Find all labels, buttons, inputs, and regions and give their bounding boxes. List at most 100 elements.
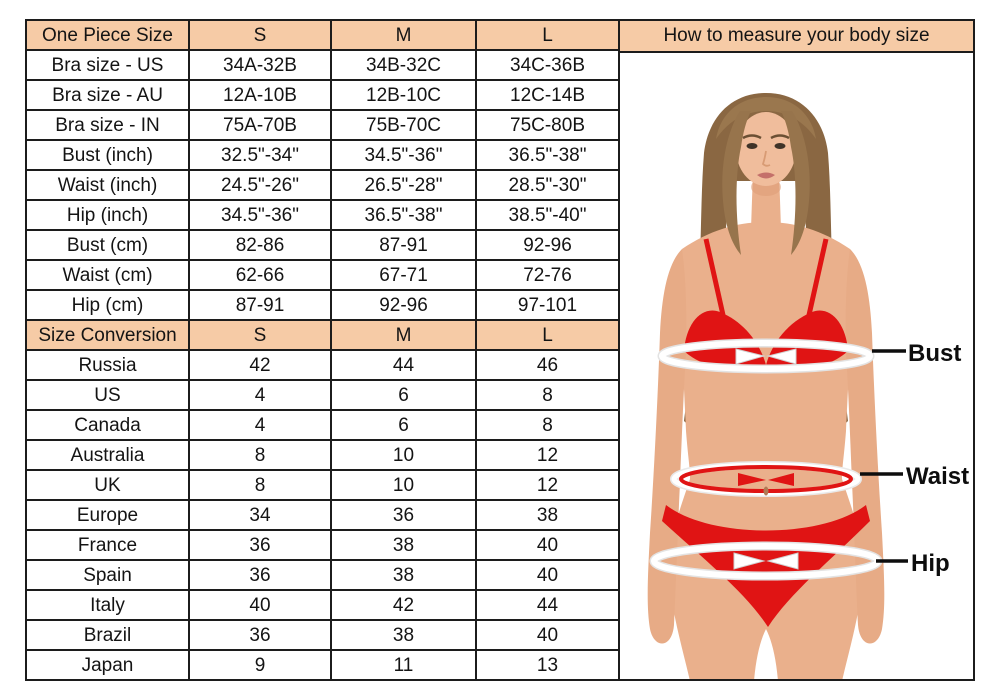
cell: 38 [330, 559, 477, 591]
cell: 36.5"-38" [475, 139, 620, 171]
cell: 8 [188, 469, 332, 501]
row-label: France [25, 529, 190, 561]
cell: 92-96 [330, 289, 477, 321]
cell: 12 [475, 439, 620, 471]
cell: 72-76 [475, 259, 620, 291]
table-title: One Piece Size [25, 19, 190, 51]
row-label: US [25, 379, 190, 411]
cell: 10 [330, 469, 477, 501]
cell: 13 [475, 649, 620, 681]
table-row: Canada 4 6 8 [25, 409, 620, 441]
table-row: Hip (cm) 87-91 92-96 97-101 [25, 289, 620, 321]
table-row: Waist (inch) 24.5"-26" 26.5"-28" 28.5"-30" [25, 169, 620, 201]
cell: 36 [330, 499, 477, 531]
cell: 75A-70B [188, 109, 332, 141]
size-guide-figure: One Piece Size S M L Bra size - US 34A-32… [25, 19, 975, 681]
cell: 40 [188, 589, 332, 621]
cell: 6 [330, 409, 477, 441]
bust-arrow-right [766, 348, 797, 365]
cell: 11 [330, 649, 477, 681]
waist-label: Waist [906, 463, 969, 490]
table-row: Brazil 36 38 40 [25, 619, 620, 651]
cell: 36.5"-38" [330, 199, 477, 231]
cell: 26.5"-28" [330, 169, 477, 201]
one-piece-size-header-row: One Piece Size S M L [25, 19, 620, 51]
cell: 87-91 [188, 289, 332, 321]
row-label: Waist (inch) [25, 169, 190, 201]
table-row: Bust (cm) 82-86 87-91 92-96 [25, 229, 620, 261]
hair-strand-right [781, 111, 810, 255]
row-label: Europe [25, 499, 190, 531]
row-label: Bust (cm) [25, 229, 190, 261]
cell: 36 [188, 529, 332, 561]
row-label: Hip (cm) [25, 289, 190, 321]
row-label: Waist (cm) [25, 259, 190, 291]
bikini-strap-left [703, 238, 726, 316]
cell: 62-66 [188, 259, 332, 291]
table-row: Spain 36 38 40 [25, 559, 620, 591]
cell: 32.5"-34" [188, 139, 332, 171]
hip-arrow-right [766, 552, 799, 570]
size-col-m: M [330, 319, 477, 351]
size-col-l: L [475, 319, 620, 351]
eye-left [746, 143, 758, 149]
cell: 38 [475, 499, 620, 531]
cell: 46 [475, 349, 620, 381]
row-label: Russia [25, 349, 190, 381]
cell: 34.5"-36" [330, 139, 477, 171]
row-label: Canada [25, 409, 190, 441]
size-col-m: M [330, 19, 477, 51]
cell: 40 [475, 619, 620, 651]
waist-arrow-left [738, 473, 766, 486]
cell: 67-71 [330, 259, 477, 291]
row-label: Bra size - AU [25, 79, 190, 111]
row-label: Italy [25, 589, 190, 621]
cell: 12 [475, 469, 620, 501]
row-label: UK [25, 469, 190, 501]
cell: 75C-80B [475, 109, 620, 141]
face [736, 112, 796, 186]
cell: 40 [475, 529, 620, 561]
cell: 34.5"-36" [188, 199, 332, 231]
cell: 75B-70C [330, 109, 477, 141]
table-row: Bra size - IN 75A-70B 75B-70C 75C-80B [25, 109, 620, 141]
row-label: Bust (inch) [25, 139, 190, 171]
cell: 8 [188, 439, 332, 471]
table-row: Japan 9 11 13 [25, 649, 620, 681]
cell: 12C-14B [475, 79, 620, 111]
size-chart-table: One Piece Size S M L Bra size - US 34A-32… [25, 19, 620, 681]
cell: 36 [188, 559, 332, 591]
row-label: Bra size - IN [25, 109, 190, 141]
waist-arrow-right [768, 473, 794, 486]
table-row: UK 8 10 12 [25, 469, 620, 501]
table-row: Russia 42 44 46 [25, 349, 620, 381]
nose [761, 150, 771, 167]
row-label: Hip (inch) [25, 199, 190, 231]
row-label: Spain [25, 559, 190, 591]
cell: 38.5"-40" [475, 199, 620, 231]
row-label: Japan [25, 649, 190, 681]
cell: 42 [330, 589, 477, 621]
table-row: France 36 38 40 [25, 529, 620, 561]
row-label: Australia [25, 439, 190, 471]
cell: 8 [475, 409, 620, 441]
cell: 28.5"-30" [475, 169, 620, 201]
table-row: Australia 8 10 12 [25, 439, 620, 471]
hip-label: Hip [911, 550, 950, 577]
cell: 92-96 [475, 229, 620, 261]
cell: 97-101 [475, 289, 620, 321]
table-row: US 4 6 8 [25, 379, 620, 411]
row-label: Bra size - US [25, 49, 190, 81]
lips [757, 172, 775, 179]
cell: 4 [188, 379, 332, 411]
cell: 10 [330, 439, 477, 471]
eyebrow-right [770, 134, 790, 140]
cell: 42 [188, 349, 332, 381]
table-row: Italy 40 42 44 [25, 589, 620, 621]
size-col-s: S [188, 319, 332, 351]
table-row: Bra size - AU 12A-10B 12B-10C 12C-14B [25, 79, 620, 111]
measure-panel-title: How to measure your body size [620, 21, 973, 53]
bust-arrow-left [735, 348, 766, 365]
size-col-s: S [188, 19, 332, 51]
bikini-bottom [662, 505, 870, 627]
